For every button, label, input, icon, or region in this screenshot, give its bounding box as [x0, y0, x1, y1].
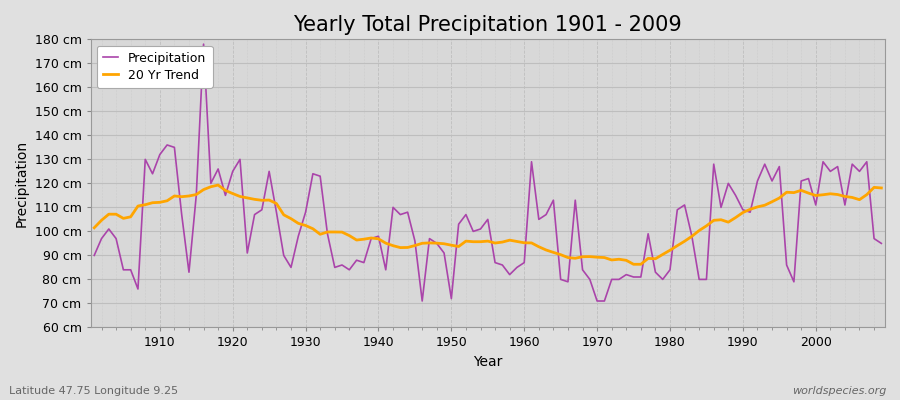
20 Yr Trend [876, 186, 886, 190]
20 Yr Trend [526, 240, 537, 245]
Precipitation [621, 272, 632, 277]
Precipitation [534, 217, 544, 222]
Precipitation [876, 241, 886, 246]
20 Yr Trend [628, 262, 639, 267]
Legend: Precipitation, 20 Yr Trend: Precipitation, 20 Yr Trend [97, 46, 212, 88]
Y-axis label: Precipitation: Precipitation [15, 140, 29, 227]
Precipitation [147, 171, 158, 176]
20 Yr Trend [212, 183, 223, 188]
20 Yr Trend [518, 240, 529, 245]
Precipitation [526, 159, 537, 164]
Precipitation [417, 299, 428, 304]
Line: 20 Yr Trend: 20 Yr Trend [94, 185, 881, 264]
20 Yr Trend [89, 225, 100, 230]
Precipitation [358, 260, 369, 265]
Text: worldspecies.org: worldspecies.org [792, 386, 886, 396]
20 Yr Trend [614, 257, 625, 262]
Title: Yearly Total Precipitation 1901 - 2009: Yearly Total Precipitation 1901 - 2009 [293, 15, 682, 35]
20 Yr Trend [315, 232, 326, 237]
20 Yr Trend [147, 200, 158, 205]
Precipitation [315, 174, 326, 178]
Precipitation [198, 42, 209, 46]
Precipitation [89, 253, 100, 258]
Line: Precipitation: Precipitation [94, 44, 881, 301]
X-axis label: Year: Year [473, 355, 502, 369]
20 Yr Trend [358, 237, 369, 242]
Text: Latitude 47.75 Longitude 9.25: Latitude 47.75 Longitude 9.25 [9, 386, 178, 396]
